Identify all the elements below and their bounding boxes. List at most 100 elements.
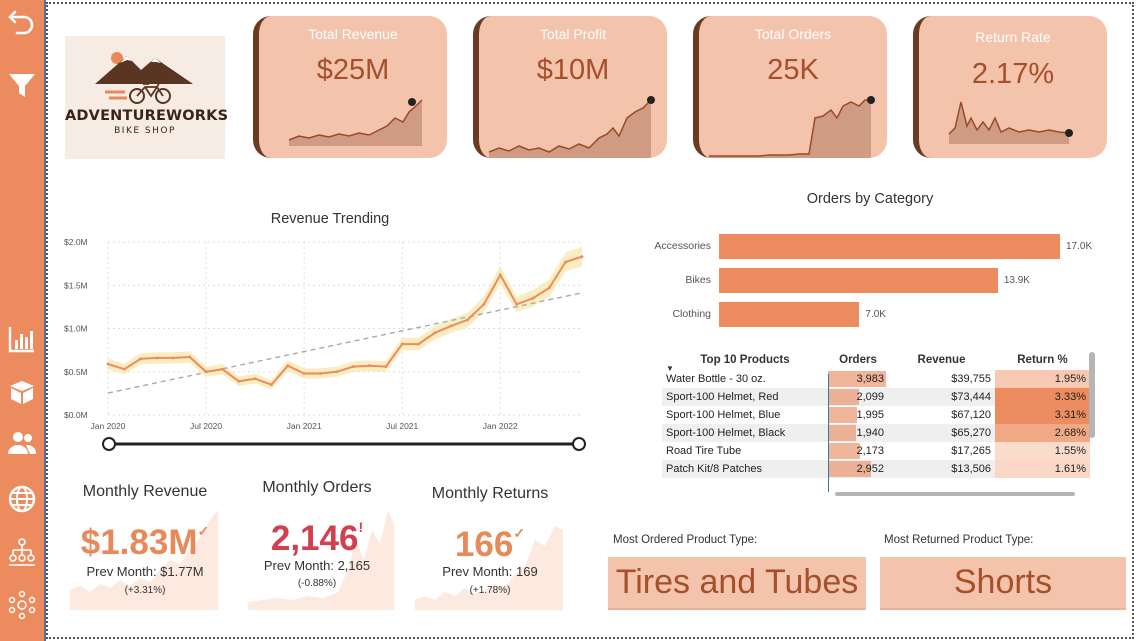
- orders-by-category-title: Orders by Category: [806, 191, 934, 207]
- revenue-data-point: [139, 357, 143, 361]
- revenue-data-point: [302, 372, 306, 375]
- return-pct-cell: 2.68%: [995, 424, 1090, 442]
- category-bar[interactable]: [719, 302, 860, 327]
- revenue-data-point: [466, 318, 469, 322]
- revenue-data-point: [270, 383, 273, 387]
- box-icon[interactable]: [5, 374, 39, 408]
- revenue-data-point: [351, 365, 355, 368]
- sort-descending-icon: ▼: [666, 364, 674, 373]
- monthly-revenue-pct: (+3.31%): [124, 585, 166, 596]
- top-products-table[interactable]: Top 10 Products ▼ Orders Revenue Return %…: [662, 350, 1092, 492]
- revenue-data-point: [384, 365, 388, 368]
- category-value-label: 13.9K: [1003, 275, 1030, 286]
- kpi-card-total-orders[interactable]: Total Orders 25K: [693, 16, 887, 158]
- filter-icon[interactable]: [5, 68, 39, 102]
- product-name-cell: Water Bottle - 30 oz.: [662, 370, 828, 388]
- warning-icon: !: [358, 519, 364, 535]
- y-tick-label: $1.0M: [64, 324, 88, 334]
- table-row[interactable]: Patch Kit/8 Patches 2,952 $13,506 1.61%: [662, 460, 1090, 478]
- column-header-product[interactable]: Top 10 Products ▼: [666, 354, 790, 373]
- revenue-data-point: [515, 302, 519, 306]
- product-name-cell: Sport-100 Helmet, Red: [662, 388, 828, 406]
- monthly-revenue-card: Monthly Revenue $1.83M✓ Prev Month: $1.7…: [70, 475, 220, 610]
- kpi-sparkline: [948, 101, 1073, 144]
- date-slider-end-handle[interactable]: [572, 437, 586, 451]
- table-horizontal-scrollbar[interactable]: [835, 492, 1075, 496]
- kpi-card-total-revenue[interactable]: Total Revenue $25M: [253, 16, 447, 158]
- kpi-card-return-rate[interactable]: Return Rate 2.17%: [913, 16, 1107, 158]
- orders-data-bar: [828, 443, 860, 459]
- table-row[interactable]: Sport-100 Helmet, Blue 1,995 $67,120 3.31%: [662, 406, 1090, 424]
- kpi-title: Total Orders: [754, 26, 832, 42]
- kpi-value: $25M: [316, 54, 390, 86]
- up-check-icon: ✓: [513, 525, 526, 541]
- x-tick-label: Jan 2021: [287, 421, 322, 431]
- most-returned-label: Most Returned Product Type:: [884, 534, 1034, 546]
- globe-icon[interactable]: [5, 482, 39, 516]
- revenue-trending-chart[interactable]: $2.0M $1.5M $1.0M $0.5M $0.0M Jan 2020 Jul 20…: [60, 230, 600, 460]
- product-name-cell: Sport-100 Helmet, Black: [662, 424, 828, 442]
- column-header-return-pct[interactable]: Return %: [1017, 354, 1068, 366]
- column-header-revenue[interactable]: Revenue: [917, 354, 966, 366]
- revenue-data-point: [286, 364, 290, 368]
- orders-cell: 2,099: [828, 388, 888, 406]
- logo: ADVENTUREWORKS BIKE SHOP: [65, 36, 228, 159]
- category-bar[interactable]: [719, 234, 1060, 259]
- monthly-orders-pct: (-0.88%): [297, 578, 337, 589]
- table-row[interactable]: Sport-100 Helmet, Black 1,940 $65,270 2.68%: [662, 424, 1090, 442]
- revenue-data-point: [417, 342, 420, 346]
- y-tick-label: $2.0M: [64, 237, 88, 247]
- mountain-bike-logo-icon: [95, 52, 193, 104]
- column-header-orders[interactable]: Orders: [839, 354, 877, 366]
- kpi-sparkline-endpoint: [408, 98, 416, 106]
- revenue-data-point: [237, 379, 241, 383]
- network-icon[interactable]: [5, 588, 39, 622]
- table-row[interactable]: Sport-100 Helmet, Red 2,099 $73,444 3.33%: [662, 388, 1090, 406]
- kpi-title: Return Rate: [975, 29, 1051, 45]
- category-bar[interactable]: [719, 268, 998, 293]
- kpi-card-total-profit[interactable]: Total Profit $10M: [473, 16, 667, 158]
- orders-cell: 2,173: [828, 442, 888, 460]
- revenue-data-point: [400, 342, 404, 346]
- y-tick-label: $0.5M: [64, 367, 88, 377]
- back-arrow-icon[interactable]: [5, 4, 39, 38]
- kpi-value: 2.17%: [971, 58, 1055, 90]
- revenue-cell: $73,444: [888, 388, 995, 406]
- revenue-data-point: [531, 296, 535, 300]
- y-tick-label: $1.5M: [64, 280, 88, 290]
- monthly-revenue-title: Monthly Revenue: [82, 483, 208, 500]
- revenue-cell: $65,270: [888, 424, 995, 442]
- column-divider: [828, 374, 829, 492]
- monthly-returns-value: 166✓: [454, 525, 526, 564]
- monthly-returns-title: Monthly Returns: [431, 485, 549, 502]
- category-value-label: 7.0K: [865, 309, 886, 320]
- table-row[interactable]: Water Bottle - 30 oz. 3,983 $39,755 1.95%: [662, 370, 1090, 388]
- hierarchy-icon[interactable]: [5, 535, 39, 569]
- table-row[interactable]: Road Tire Tube 2,173 $17,265 1.55%: [662, 442, 1090, 460]
- users-icon[interactable]: [5, 426, 39, 460]
- y-tick-label: $0.0M: [64, 410, 88, 420]
- return-pct-cell: 3.31%: [995, 406, 1090, 424]
- x-tick-label: Jul 2021: [386, 421, 418, 431]
- date-slider-start-handle[interactable]: [102, 437, 116, 451]
- revenue-data-point: [319, 372, 322, 375]
- monthly-returns-pct: (+1.78%): [469, 585, 511, 596]
- monthly-orders-prev: Prev Month: 2,165: [263, 558, 371, 573]
- orders-data-bar: [828, 371, 886, 387]
- orders-cell: 1,995: [828, 406, 888, 424]
- kpi-sparkline-endpoint: [1065, 129, 1073, 137]
- bar-chart-icon[interactable]: [5, 322, 39, 356]
- orders-cell: 3,983: [828, 370, 888, 388]
- category-value-label: 17.0K: [1066, 241, 1093, 252]
- revenue-data-point: [155, 356, 159, 360]
- table-vertical-scrollbar[interactable]: [1089, 352, 1095, 438]
- kpi-sparkline-endpoint: [867, 96, 875, 104]
- monthly-revenue-sparkline: [70, 510, 218, 610]
- orders-cell: 2,952: [828, 460, 888, 478]
- kpi-value: $10M: [536, 54, 610, 86]
- return-pct-cell: 1.61%: [995, 460, 1090, 478]
- monthly-revenue-prev: Prev Month: $1.77M: [86, 564, 204, 579]
- orders-cell: 1,940: [828, 424, 888, 442]
- revenue-data-point: [171, 356, 175, 360]
- kpi-sparkline: [288, 98, 423, 146]
